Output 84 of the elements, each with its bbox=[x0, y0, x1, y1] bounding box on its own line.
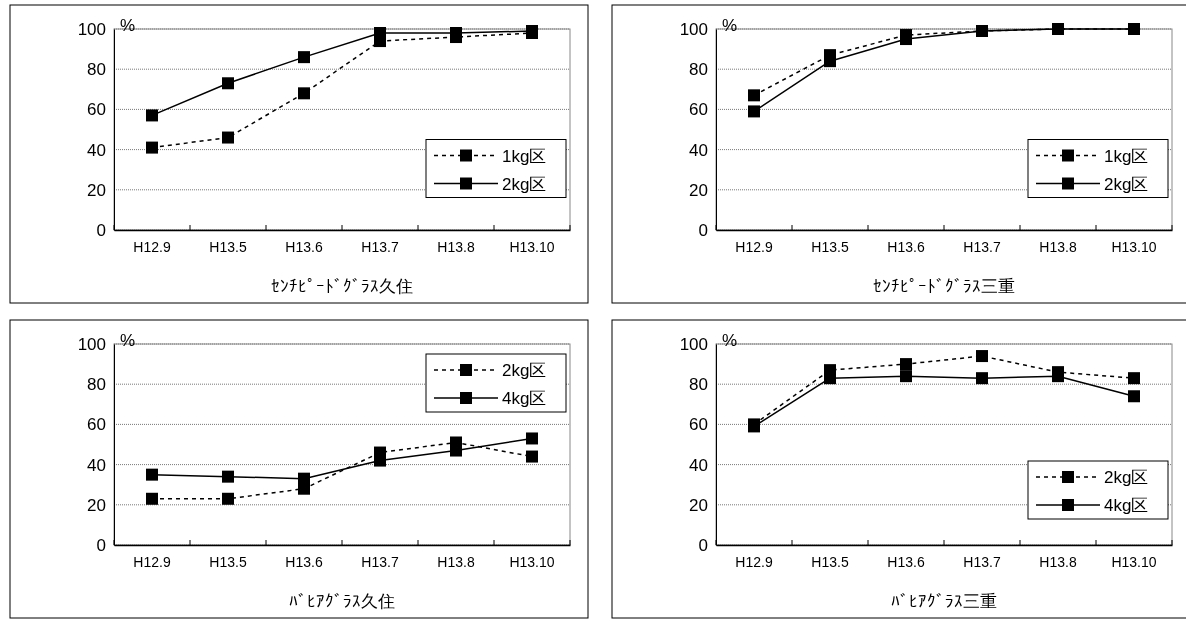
legend-label: 1kg区 bbox=[1104, 146, 1149, 166]
point bbox=[146, 492, 158, 505]
legend-label: 4kg区 bbox=[1104, 496, 1149, 515]
x-tick-label: H13.6 bbox=[285, 553, 323, 570]
x-tick-label: H13.7 bbox=[963, 553, 1001, 570]
x-tick-label: H13.10 bbox=[509, 238, 555, 255]
y-tick-label: 40 bbox=[87, 455, 106, 475]
x-tick-label: H13.10 bbox=[1111, 238, 1157, 255]
point bbox=[222, 131, 234, 144]
point bbox=[976, 372, 988, 385]
y-tick-label: 0 bbox=[698, 535, 708, 555]
point bbox=[146, 109, 158, 122]
y-tick-label: 0 bbox=[96, 220, 106, 240]
y-tick-label: 0 bbox=[96, 535, 106, 555]
x-tick-label: H13.8 bbox=[1039, 553, 1077, 570]
x-tick-label: H13.8 bbox=[1039, 238, 1077, 255]
x-tick-label: H13.5 bbox=[811, 553, 849, 570]
legend-label: 2kg区 bbox=[1104, 174, 1149, 194]
y-tick-label: 0 bbox=[698, 220, 708, 240]
x-tick-label: H13.5 bbox=[209, 553, 247, 570]
point bbox=[222, 470, 234, 483]
x-tick-label: H13.7 bbox=[361, 553, 399, 570]
x-tick-label: H13.7 bbox=[963, 238, 1001, 255]
point bbox=[1128, 372, 1140, 385]
y-tick-label: 20 bbox=[689, 180, 708, 200]
y-tick-label: 40 bbox=[689, 455, 708, 475]
point bbox=[298, 87, 310, 100]
point bbox=[900, 370, 912, 383]
y-axis-title: % bbox=[722, 16, 738, 35]
y-tick-label: 20 bbox=[87, 495, 106, 515]
legend-label: 2kg区 bbox=[502, 361, 547, 380]
x-tick-label: H13.10 bbox=[1111, 553, 1157, 570]
x-axis-title: ｾﾝﾁﾋﾟｰﾄﾞｸﾞﾗｽ久住 bbox=[271, 277, 413, 296]
legend-label: 1kg区 bbox=[502, 146, 547, 166]
point bbox=[748, 89, 760, 102]
y-tick-label: 20 bbox=[87, 180, 106, 200]
y-tick-label: 80 bbox=[689, 60, 708, 80]
point bbox=[526, 450, 538, 463]
point bbox=[298, 51, 310, 64]
point bbox=[748, 105, 760, 118]
x-axis-title: ﾊﾞﾋｱｸﾞﾗｽ久住 bbox=[289, 592, 395, 611]
y-tick-label: 100 bbox=[679, 334, 708, 354]
y-tick-label: 100 bbox=[679, 19, 708, 39]
y-tick-label: 60 bbox=[87, 415, 106, 435]
point bbox=[526, 432, 538, 445]
point bbox=[222, 492, 234, 505]
y-tick-label: 40 bbox=[87, 140, 106, 160]
y-tick-label: 20 bbox=[689, 495, 708, 515]
y-tick-label: 60 bbox=[689, 415, 708, 435]
x-axis-title: ｾﾝﾁﾋﾟｰﾄﾞｸﾞﾗｽ三重 bbox=[873, 277, 1015, 296]
y-tick-label: 100 bbox=[77, 334, 106, 354]
point bbox=[1128, 390, 1140, 403]
legend-label: 2kg区 bbox=[1104, 468, 1149, 487]
legend-label: 2kg区 bbox=[502, 174, 547, 194]
x-tick-label: H13.8 bbox=[437, 553, 475, 570]
y-tick-label: 60 bbox=[87, 100, 106, 120]
y-tick-label: 60 bbox=[689, 100, 708, 120]
y-tick-label: 40 bbox=[689, 140, 708, 160]
point bbox=[146, 141, 158, 154]
y-axis-title: % bbox=[120, 331, 136, 350]
x-tick-label: H13.5 bbox=[209, 238, 247, 255]
y-tick-label: 80 bbox=[689, 375, 708, 395]
x-axis-title: ﾊﾞﾋｱｸﾞﾗｽ三重 bbox=[891, 592, 997, 611]
y-tick-label: 80 bbox=[87, 60, 106, 80]
x-tick-label: H13.10 bbox=[509, 553, 555, 570]
point bbox=[222, 77, 234, 90]
x-tick-label: H13.6 bbox=[285, 238, 323, 255]
y-tick-label: 80 bbox=[87, 375, 106, 395]
y-tick-label: 100 bbox=[77, 19, 106, 39]
y-axis-title: % bbox=[722, 331, 738, 350]
point bbox=[976, 350, 988, 363]
y-axis-title: % bbox=[120, 16, 136, 35]
point bbox=[146, 468, 158, 481]
legend-label: 4kg区 bbox=[502, 389, 547, 408]
x-tick-label: H13.5 bbox=[811, 238, 849, 255]
x-tick-label: H13.6 bbox=[887, 238, 925, 255]
x-tick-label: H12.9 bbox=[735, 238, 773, 255]
x-tick-label: H13.7 bbox=[361, 238, 399, 255]
x-tick-label: H13.8 bbox=[437, 238, 475, 255]
x-tick-label: H12.9 bbox=[735, 553, 773, 570]
x-tick-label: H13.6 bbox=[887, 553, 925, 570]
x-tick-label: H12.9 bbox=[133, 238, 171, 255]
x-tick-label: H12.9 bbox=[133, 553, 171, 570]
point bbox=[900, 358, 912, 371]
